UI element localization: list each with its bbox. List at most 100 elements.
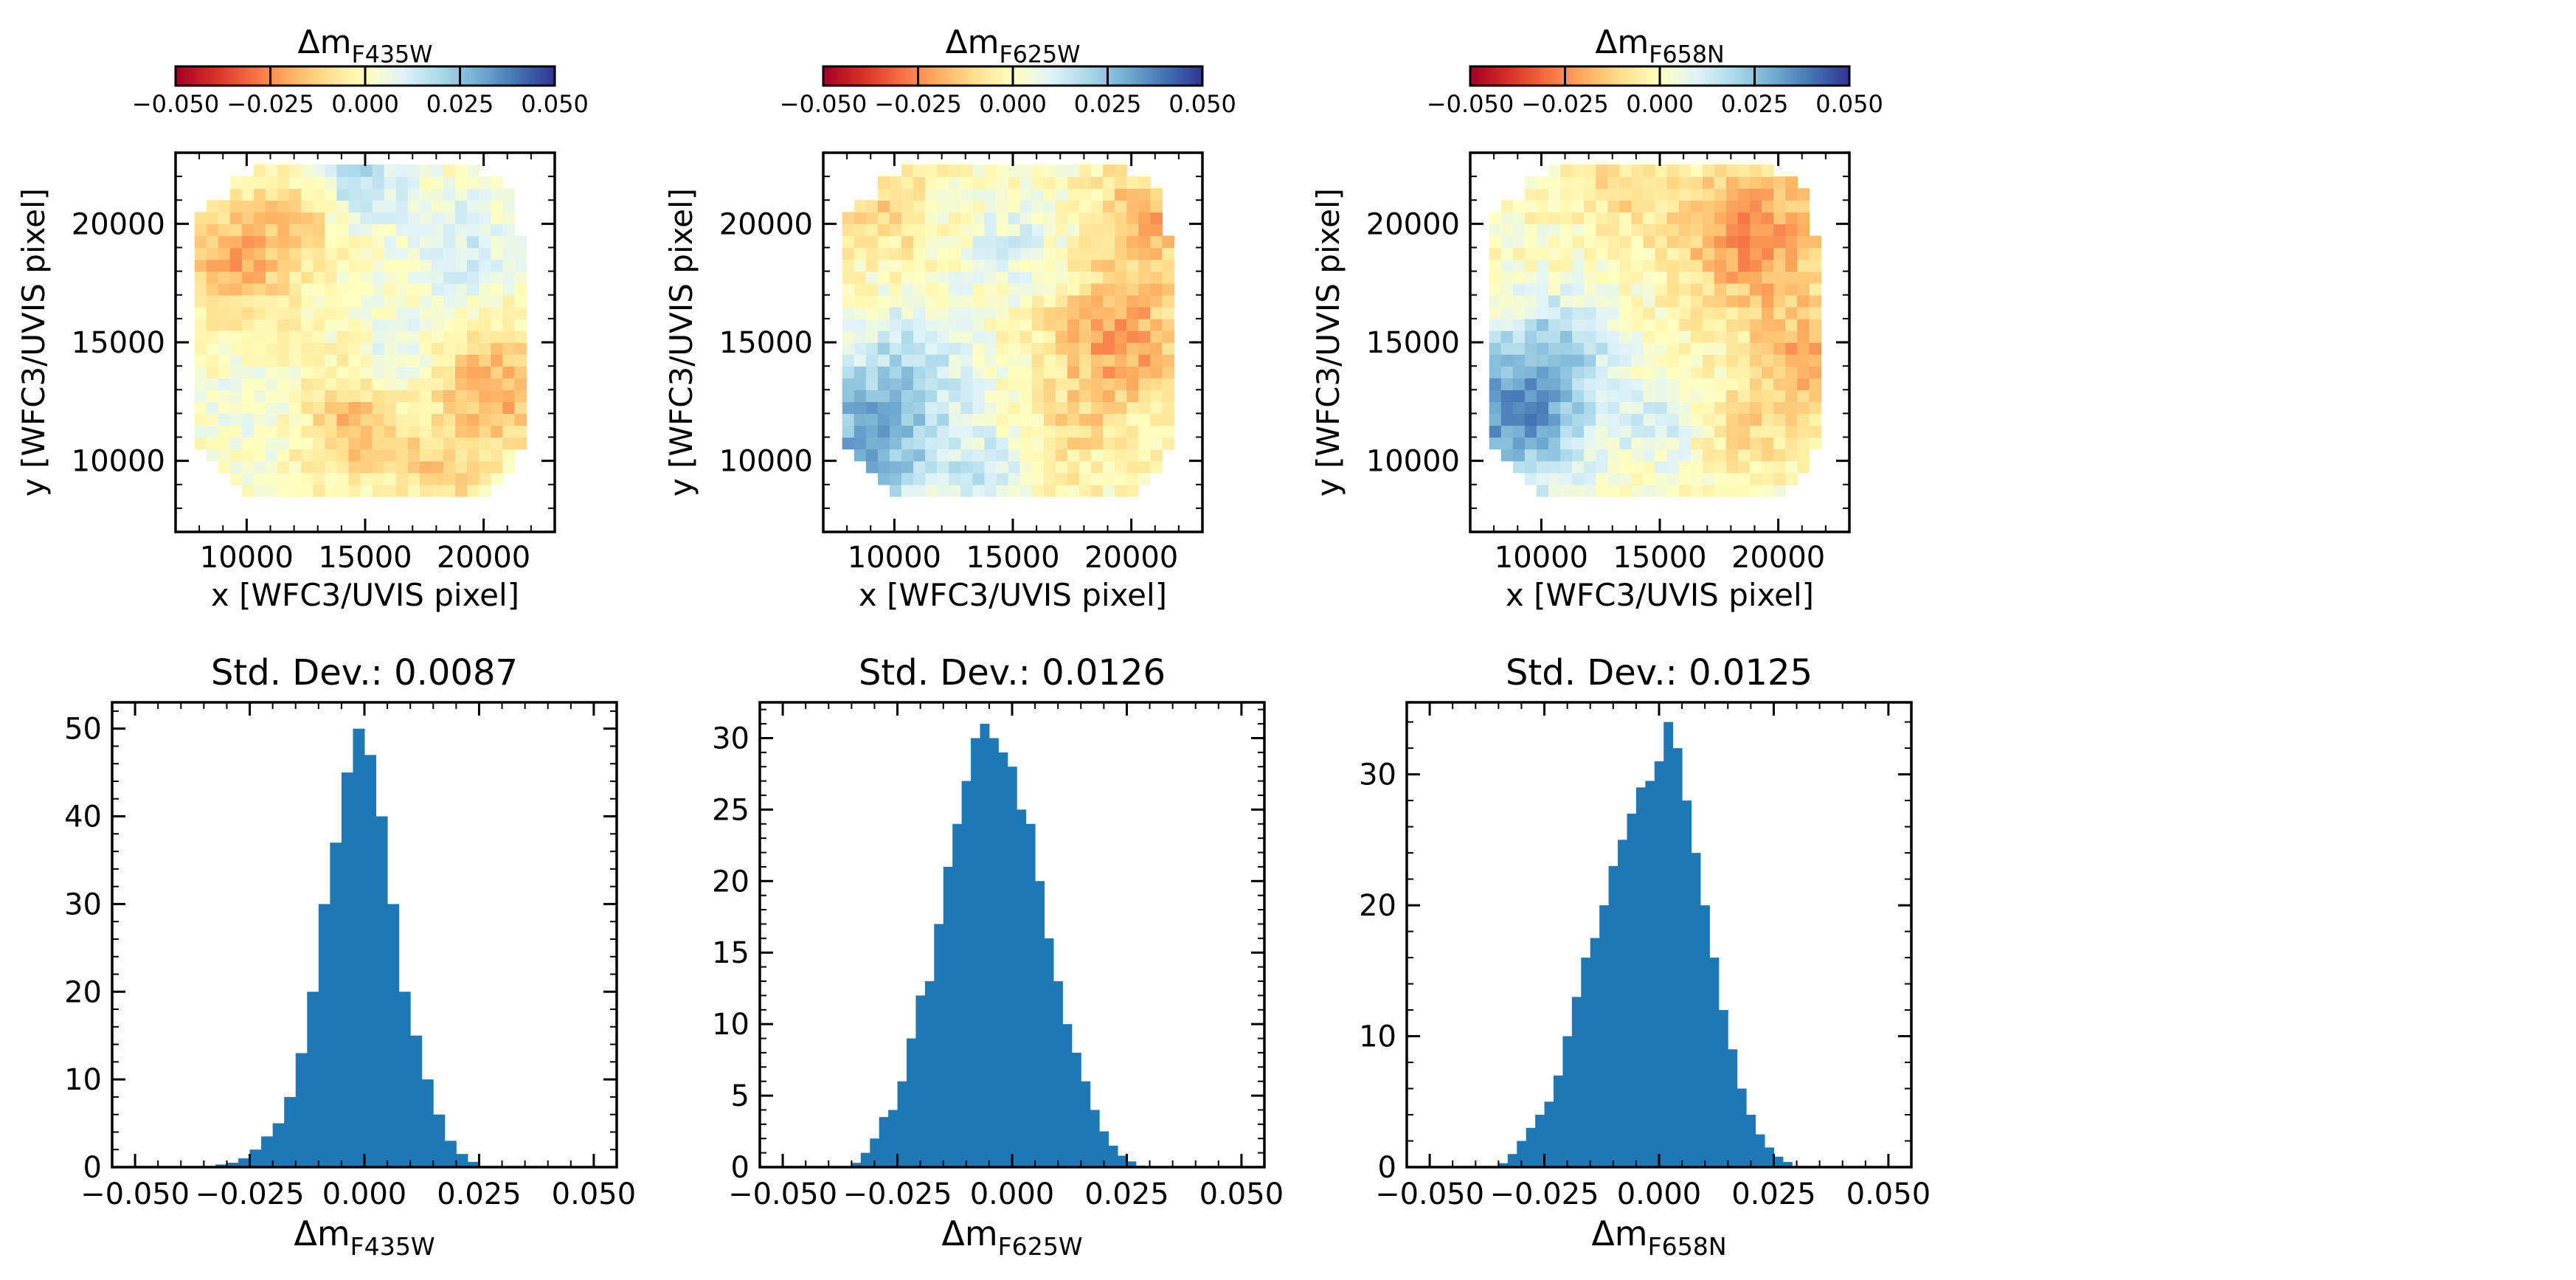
heatmap-cell [1631, 401, 1644, 415]
heatmap-cell [1690, 472, 1703, 485]
colorbar-gradient-step [1663, 66, 1666, 86]
colorbar-gradient-step [1041, 66, 1044, 86]
heatmap-cell [443, 342, 456, 355]
heatmap-cell [206, 294, 219, 308]
heatmap-cell [1643, 294, 1656, 308]
heatmap-cell [443, 271, 456, 284]
heatmap-cell [1067, 224, 1080, 237]
heatmap-cell [1055, 294, 1068, 308]
heatmap-cell [1055, 188, 1068, 201]
heatmap-cell [443, 330, 456, 343]
heatmap-cell [1560, 425, 1573, 438]
histogram-bar [1654, 761, 1664, 1167]
heatmap-cell [1548, 306, 1561, 319]
heatmap-cell [1631, 390, 1644, 403]
heatmap-cell [960, 330, 974, 343]
heatmap-cell [865, 401, 879, 415]
heatmap-cell [301, 390, 314, 403]
heatmap-cell [901, 283, 914, 296]
heatmap-cell [1150, 283, 1163, 296]
heatmap-cell [889, 484, 902, 497]
colorbar-gradient-step [872, 66, 875, 86]
heatmap-cell [395, 283, 409, 296]
colorbar-gradient-step [1478, 66, 1481, 86]
colorbar-gradient-step [545, 66, 548, 86]
heatmap-cell [865, 342, 879, 355]
heatmap-cell [1078, 354, 1092, 367]
heatmap-cell [348, 188, 361, 201]
heatmap-cell [913, 390, 926, 403]
heatmap-cell [877, 259, 890, 272]
heatmap-cell [1138, 318, 1152, 331]
heatmap-cell [1031, 200, 1045, 213]
colorbar-gradient-step [327, 66, 330, 86]
heatmap-cell [1666, 330, 1680, 343]
heatmap-cell [419, 306, 432, 319]
heatmap-cell [1678, 390, 1692, 403]
heatmap-cell [1714, 165, 1727, 177]
heatmap-cell [1750, 247, 1762, 260]
heatmap-cell [1150, 390, 1163, 403]
heatmap-cell [289, 212, 302, 225]
heatmap-cell [277, 165, 290, 177]
colorbar-gradient-step [1571, 66, 1573, 86]
heatmap-cell [1773, 472, 1786, 485]
heatmap-cell [431, 378, 444, 390]
heatmap-cell [1560, 437, 1573, 450]
colorbar-gradient-step [340, 66, 343, 86]
colorbar-gradient-step [1730, 66, 1733, 86]
histogram-bar [1526, 1127, 1536, 1167]
heatmap-cell [1138, 460, 1152, 474]
heatmap-cell [241, 413, 255, 426]
heatmap-cell [901, 378, 914, 390]
heatmap-cell [467, 425, 479, 438]
heatmap-cell [467, 247, 479, 260]
heatmap-cell [1702, 259, 1715, 272]
heatmap-cell [229, 330, 243, 343]
colorbar-gradient-step [1132, 66, 1135, 86]
heatmap-cell [277, 460, 290, 474]
heatmap-cell [360, 283, 373, 296]
heatmap-cell [1666, 378, 1680, 390]
heatmap-cell [1762, 306, 1774, 319]
heatmap-cell [1043, 413, 1056, 426]
heatmap-cell [1524, 342, 1537, 355]
heatmap-cell [1773, 354, 1786, 367]
heatmap-cell [455, 366, 468, 378]
heatmap-cell [1773, 460, 1786, 474]
heatmap-cell [925, 460, 938, 474]
colorbar-gradient-step [393, 66, 396, 86]
heatmap-cell [889, 259, 902, 272]
heatmap-cell [1524, 188, 1537, 201]
heatmap-cell [194, 306, 207, 319]
colorbar-gradient-step [1126, 66, 1129, 86]
colorbar-gradient-step [1694, 66, 1697, 86]
heatmap-cell [1115, 460, 1127, 474]
heatmap-cell [1019, 235, 1033, 249]
heatmap-cell [1596, 188, 1609, 201]
heatmap-cell [1126, 378, 1139, 390]
heatmap-cell [325, 200, 338, 213]
colorbar-title-subscript: F435W [351, 41, 432, 68]
heatmap-cell [1809, 342, 1822, 355]
heatmap-cell [443, 413, 456, 426]
colorbar-gradient-step [1096, 66, 1099, 86]
colorbar-gradient-step [537, 66, 541, 86]
heatmap-cell [1725, 271, 1739, 284]
heatmap-cell [502, 259, 516, 272]
heatmap-cell [1489, 259, 1502, 272]
heatmap-cell [1690, 283, 1703, 296]
heatmap-cell [1115, 283, 1127, 296]
heatmap-cell [277, 449, 290, 462]
histogram-bar [307, 992, 319, 1167]
heatmap-cell [1078, 294, 1092, 308]
heatmap-cell [865, 212, 879, 225]
heatmap-cell [1619, 224, 1632, 237]
heatmap-cell [1762, 354, 1774, 367]
heatmap-cell [502, 460, 516, 474]
heatmap-cell [949, 342, 962, 355]
heatmap-cell [1631, 437, 1644, 450]
heatmap-cell [1725, 390, 1739, 403]
heatmap-cell [1714, 401, 1727, 415]
